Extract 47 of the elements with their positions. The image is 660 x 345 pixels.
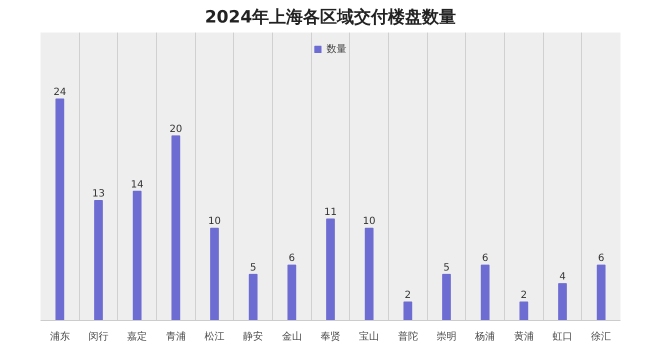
bar xyxy=(55,98,64,320)
bar xyxy=(596,264,606,320)
data-label: 4 xyxy=(559,272,566,283)
bar xyxy=(364,228,374,320)
bar xyxy=(132,190,142,320)
data-label: 10 xyxy=(362,216,376,228)
x-tick-label: 嘉定 xyxy=(127,330,148,342)
bar xyxy=(519,302,528,320)
data-label: 24 xyxy=(53,86,66,98)
data-label: 11 xyxy=(324,206,337,218)
x-tick-label: 奉贤 xyxy=(320,330,340,342)
data-label: 2 xyxy=(520,290,528,302)
data-label: 20 xyxy=(169,124,182,135)
x-tick-label: 黄浦 xyxy=(514,330,534,342)
bar xyxy=(171,135,180,320)
bar xyxy=(94,200,103,320)
x-tick-label: 虹口 xyxy=(552,330,572,342)
data-label: 10 xyxy=(208,216,221,228)
bar xyxy=(248,274,258,320)
data-label: 2 xyxy=(404,290,412,302)
bar xyxy=(480,264,490,320)
data-label: 6 xyxy=(288,253,296,264)
x-tick-label: 金山 xyxy=(282,330,302,342)
data-label: 14 xyxy=(130,179,144,190)
bar xyxy=(442,274,451,320)
x-tick-label: 青浦 xyxy=(166,330,186,342)
bar xyxy=(210,228,219,320)
bar xyxy=(326,218,335,320)
chart-title: 2024年上海各区域交付楼盘数量 xyxy=(204,8,456,28)
data-label: 6 xyxy=(482,253,488,264)
data-label: 6 xyxy=(598,253,604,264)
data-label: 5 xyxy=(250,262,256,274)
x-tick-label: 宝山 xyxy=(359,330,380,342)
data-label: 5 xyxy=(443,262,450,274)
bar xyxy=(287,264,296,320)
x-tick-label: 浦东 xyxy=(50,330,70,342)
bar xyxy=(558,283,567,320)
x-tick-label: 闵行 xyxy=(88,330,108,342)
bar xyxy=(403,302,412,320)
x-tick-label: 静安 xyxy=(243,330,264,342)
data-label: 13 xyxy=(92,188,105,200)
x-tick-label: 崇明 xyxy=(436,330,456,342)
x-tick-label: 松江 xyxy=(204,330,224,342)
x-tick-label: 普陀 xyxy=(398,330,418,342)
x-tick-label: 杨浦 xyxy=(474,330,496,342)
x-tick-label: 徐汇 xyxy=(591,330,612,342)
legend-label: 数量 xyxy=(326,43,346,56)
